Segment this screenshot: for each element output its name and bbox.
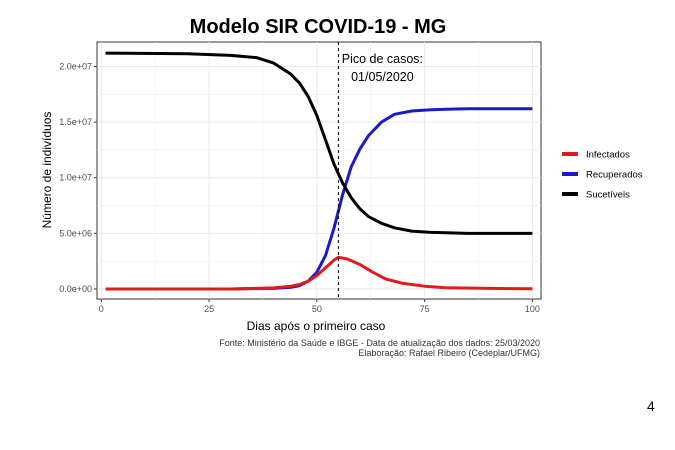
y-axis-label: Número de indivíduos	[40, 112, 54, 229]
peak-label-line1: Pico de casos:	[342, 52, 423, 66]
y-tick-label: 1.0e+07	[59, 173, 92, 183]
x-axis-ticks: 0 25 50 75 100	[99, 299, 540, 314]
source-caption: Fonte: Ministério da Saúde e IBGE - Data…	[219, 338, 540, 348]
series-line-infectados	[105, 255, 533, 291]
y-axis-ticks: 0.0e+00 5.0e+06 1.0e+07 1.5e+07 2.0e+07	[59, 61, 97, 294]
series-lines	[105, 51, 533, 291]
x-axis-label: Dias após o primeiro caso	[247, 319, 386, 333]
legend: Infectados Recuperados Sucetíveis	[562, 150, 643, 201]
legend-label-0: Infectados	[586, 150, 630, 161]
y-tick-label: 2.0e+07	[59, 61, 92, 71]
y-tick-label: 5.0e+06	[59, 228, 92, 238]
x-tick-label: 25	[204, 304, 214, 314]
y-tick-label: 1.5e+07	[59, 117, 92, 127]
legend-label-1: Recuperados	[586, 170, 643, 181]
y-tick-label: 0.0e+00	[59, 284, 92, 294]
legend-label-2: Sucetíveis	[586, 190, 630, 201]
peak-label-line2: 01/05/2020	[351, 70, 414, 84]
author-caption: Elaboração: Rafael Ribeiro (Cedeplar/UFM…	[358, 348, 540, 358]
series-line-sucetiveis	[105, 51, 533, 235]
x-tick-label: 75	[420, 304, 430, 314]
page-number: 4	[647, 398, 655, 414]
x-tick-label: 50	[312, 304, 322, 314]
plot-area	[96, 41, 542, 300]
x-tick-label: 0	[99, 304, 104, 314]
x-tick-label: 100	[525, 304, 540, 314]
chart-title: Modelo SIR COVID-19 - MG	[190, 16, 447, 38]
